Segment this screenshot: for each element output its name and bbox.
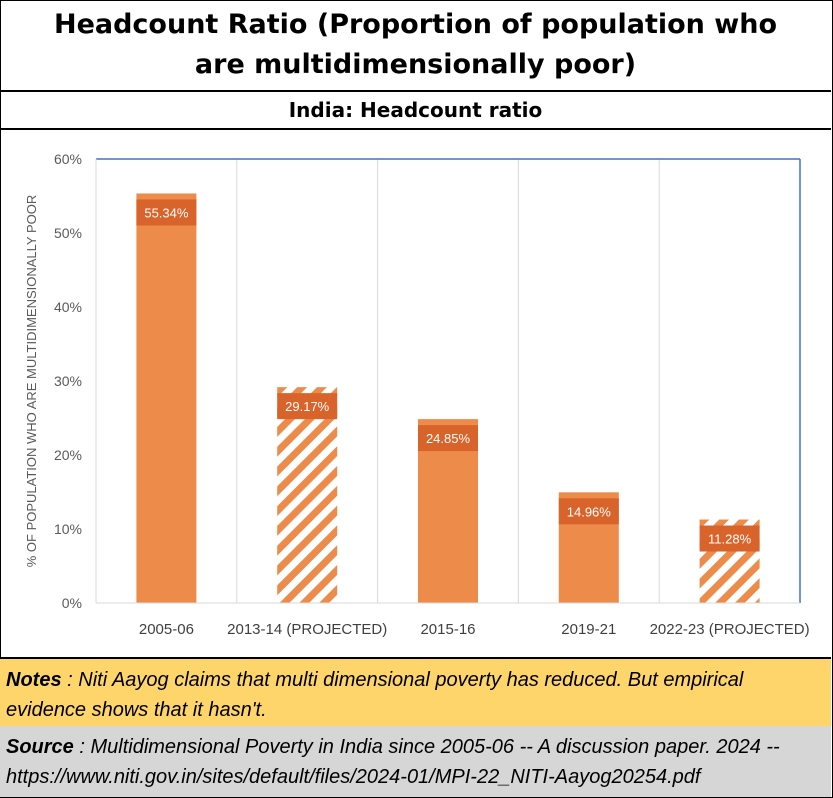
x-tick-label: 2015-16 xyxy=(420,621,475,638)
data-label-bg xyxy=(136,199,197,226)
title-box: Headcount Ratio (Proportion of populatio… xyxy=(0,0,831,92)
y-tick-label: 20% xyxy=(54,447,82,463)
y-tick-label: 60% xyxy=(54,151,82,167)
y-axis-title: % OF POPULATION WHO ARE MULTIDIMENSIONAL… xyxy=(24,195,39,568)
data-label: 24.85% xyxy=(426,431,471,446)
source-box: Source : Multidimensional Poverty in Ind… xyxy=(0,726,831,797)
chart-area: 55.34% 29.17% 24.85% 14.96% 11.28% 0% 10% 20% 3… xyxy=(0,130,831,656)
notes-text: Notes : Niti Aayog claims that multi dim… xyxy=(6,665,826,725)
data-label: 11.28% xyxy=(708,532,752,547)
x-tick-label: 2022-23 (PROJECTED) xyxy=(650,621,810,638)
chart-subtitle: India: Headcount ratio xyxy=(288,98,543,122)
data-label-bg xyxy=(699,525,760,552)
y-tick-label: 10% xyxy=(54,521,82,537)
notes-box: Notes : Niti Aayog claims that multi dim… xyxy=(0,657,831,728)
source-text: Source : Multidimensional Poverty in Ind… xyxy=(6,732,826,792)
source-label: Source xyxy=(6,736,74,758)
y-tick-label: 0% xyxy=(62,595,82,611)
x-tick-label: 2019-21 xyxy=(561,621,616,638)
bar-chart: 55.34% 29.17% 24.85% 14.96% 11.28% 0% 10% 20% 3… xyxy=(24,151,810,638)
notes-label: Notes xyxy=(6,669,62,691)
data-label-bg xyxy=(277,393,338,420)
notes-body: : Niti Aayog claims that multi dimension… xyxy=(6,669,744,721)
chart-title: Headcount Ratio (Proportion of populatio… xyxy=(53,9,778,80)
x-tick-label: 2005-06 xyxy=(139,621,194,638)
y-tick-label: 50% xyxy=(54,225,82,241)
data-label: 14.96% xyxy=(567,504,612,519)
y-tick-label: 40% xyxy=(54,299,82,315)
data-label-bg xyxy=(418,425,478,452)
bar-2013-14-projected- xyxy=(277,387,338,603)
subtitle-box: India: Headcount ratio xyxy=(0,92,831,130)
y-tick-label: 30% xyxy=(54,373,82,389)
source-body: : Multidimensional Poverty in India sinc… xyxy=(6,736,780,788)
data-label: 29.17% xyxy=(285,399,330,414)
bar-2005-06 xyxy=(136,193,197,603)
data-label-bg xyxy=(558,498,619,525)
data-label: 55.34% xyxy=(144,205,189,220)
x-tick-label: 2013-14 (PROJECTED) xyxy=(227,621,387,638)
